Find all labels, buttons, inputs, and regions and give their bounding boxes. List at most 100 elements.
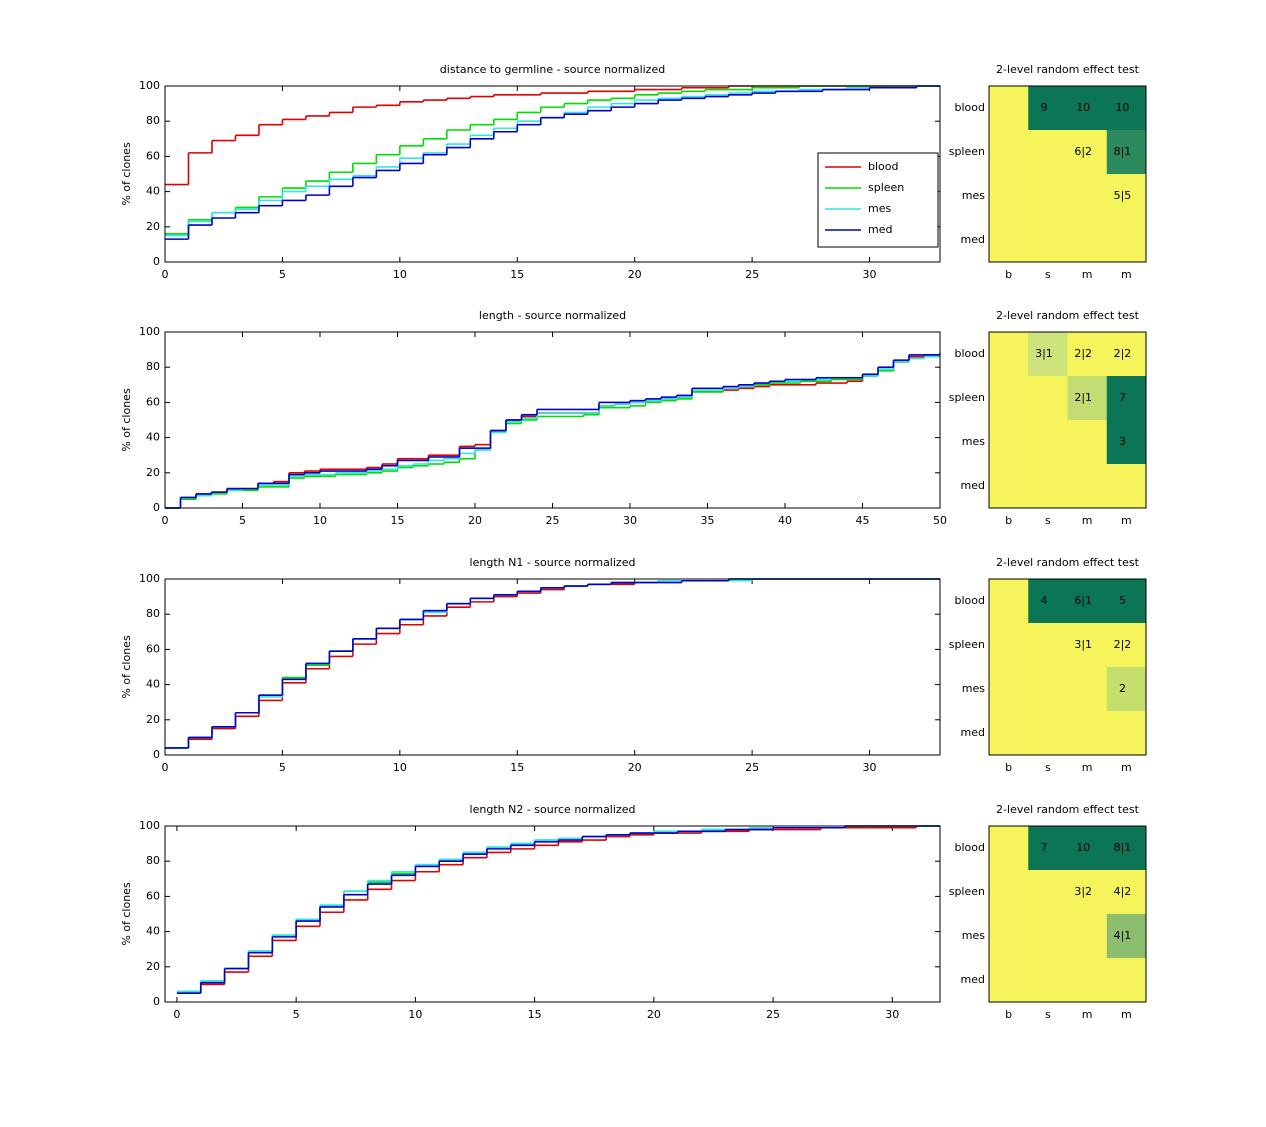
matrix-cell	[1106, 667, 1147, 712]
matrix-cell	[1028, 420, 1068, 465]
matrix-cell	[1106, 464, 1147, 509]
matrix-frame	[988, 85, 1147, 263]
cell-label: 9	[1040, 101, 1047, 114]
cell-label: 2|1	[1074, 391, 1092, 404]
y-tick-label: 20	[146, 220, 160, 233]
plot-area	[165, 579, 940, 755]
matrix-title: 2-level random effect test	[996, 63, 1140, 76]
x-tick-label: 30	[885, 1008, 899, 1021]
x-tick-label: 20	[468, 514, 482, 527]
col-label: b	[1005, 514, 1012, 527]
plot-frame	[164, 578, 941, 756]
chart-title: length - source normalized	[479, 309, 626, 322]
legend-label: blood	[868, 160, 898, 173]
matrix-frame	[988, 578, 1147, 756]
matrix-cell	[1106, 579, 1147, 624]
matrix-cell	[1106, 86, 1147, 131]
col-label: s	[1045, 514, 1051, 527]
matrix-title: 2-level random effect test	[996, 309, 1140, 322]
matrix-cell	[989, 86, 1029, 131]
x-tick-label: 40	[778, 514, 792, 527]
y-tick-label: 0	[153, 748, 160, 761]
matrix-cell	[989, 870, 1029, 915]
matrix-cell	[1106, 332, 1147, 377]
legend-label: spleen	[868, 181, 904, 194]
row-label: blood	[955, 594, 985, 607]
x-tick-label: 20	[628, 268, 642, 281]
x-tick-label: 5	[293, 1008, 300, 1021]
row-label: blood	[955, 101, 985, 114]
col-label: m	[1082, 514, 1093, 527]
cell-label: 4	[1040, 594, 1047, 607]
matrix-cell	[989, 623, 1029, 668]
matrix-cell	[1067, 579, 1108, 624]
matrix-cell	[1028, 826, 1068, 871]
x-tick-label: 5	[279, 268, 286, 281]
matrix-cell	[1106, 130, 1147, 175]
cell-label: 7	[1040, 841, 1047, 854]
matrix-cell	[989, 332, 1029, 377]
chart-title: length N2 - source normalized	[470, 803, 636, 816]
matrix-cell	[1028, 174, 1068, 219]
y-tick-label: 100	[139, 572, 160, 585]
row-label: mes	[962, 682, 985, 695]
y-tick-label: 20	[146, 713, 160, 726]
cell-label: 5	[1119, 594, 1126, 607]
cell-label: 6|2	[1074, 145, 1092, 158]
cell-label: 3|1	[1074, 638, 1092, 651]
matrix-cell	[1106, 826, 1147, 871]
row-label: mes	[962, 435, 985, 448]
cell-label: 2	[1119, 682, 1126, 695]
col-label: m	[1121, 268, 1132, 281]
x-tick-label: 10	[313, 514, 327, 527]
row-label: spleen	[949, 638, 985, 651]
y-tick-label: 100	[139, 819, 160, 832]
matrix-cell	[989, 420, 1029, 465]
y-tick-label: 40	[146, 431, 160, 444]
y-tick-label: 40	[146, 678, 160, 691]
row-label: blood	[955, 347, 985, 360]
matrix-cell	[1106, 958, 1147, 1003]
matrix-cell	[1106, 174, 1147, 219]
x-tick-label: 15	[528, 1008, 542, 1021]
matrix-cell	[1028, 711, 1068, 756]
x-tick-label: 30	[623, 514, 637, 527]
x-tick-label: 20	[628, 761, 642, 774]
y-tick-label: 40	[146, 185, 160, 198]
cell-label: 2|2	[1114, 347, 1132, 360]
cell-label: 4|1	[1114, 929, 1132, 942]
x-tick-label: 0	[173, 1008, 180, 1021]
col-label: m	[1082, 761, 1093, 774]
matrix-cell	[1067, 826, 1108, 871]
col-label: s	[1045, 268, 1051, 281]
matrix-cell	[1106, 870, 1147, 915]
y-tick-label: 0	[153, 501, 160, 514]
y-tick-label: 80	[146, 114, 160, 127]
col-label: b	[1005, 761, 1012, 774]
matrix-cell	[989, 464, 1029, 509]
chart-title: length N1 - source normalized	[470, 556, 636, 569]
cell-label: 10	[1076, 101, 1090, 114]
matrix-frame	[988, 331, 1147, 509]
matrix-cell	[1067, 623, 1108, 668]
cell-label: 3|2	[1074, 885, 1092, 898]
x-tick-label: 5	[239, 514, 246, 527]
row-label: med	[961, 973, 985, 986]
matrix-cell	[989, 579, 1029, 624]
matrix-cell	[1106, 623, 1147, 668]
cell-label: 4|2	[1114, 885, 1132, 898]
x-tick-label: 25	[745, 761, 759, 774]
y-tick-label: 60	[146, 149, 160, 162]
col-label: s	[1045, 1008, 1051, 1021]
matrix-cell	[1106, 218, 1147, 263]
matrix-cell	[1106, 711, 1147, 756]
matrix-cell	[1067, 332, 1108, 377]
y-tick-label: 80	[146, 360, 160, 373]
y-axis-label: % of clones	[120, 635, 133, 699]
matrix-cell	[1028, 958, 1068, 1003]
matrix-cell	[1028, 667, 1068, 712]
matrix-cell	[1106, 914, 1147, 959]
matrix-cell	[1067, 376, 1108, 421]
matrix-cell	[1028, 218, 1068, 263]
